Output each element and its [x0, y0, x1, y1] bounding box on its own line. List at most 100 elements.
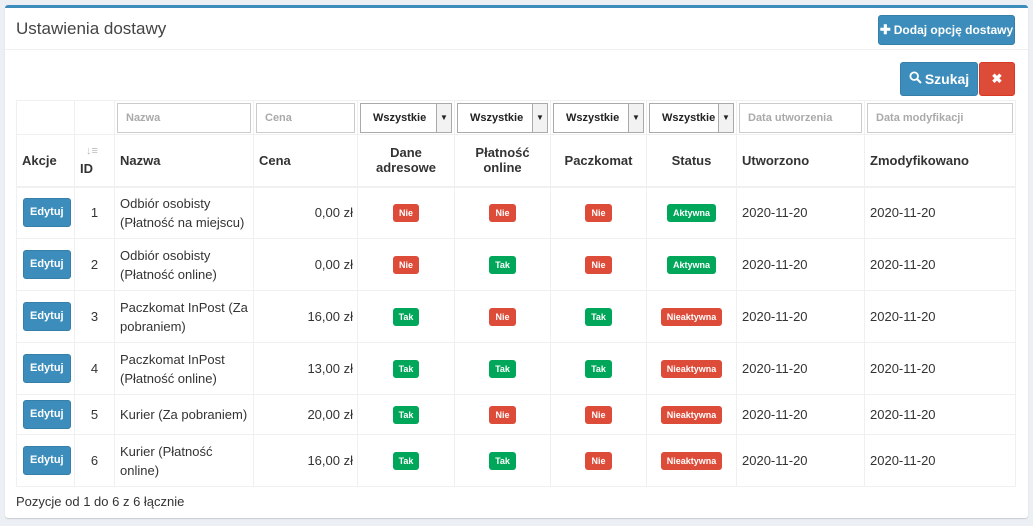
search-icon [909, 71, 922, 87]
online-payment-filter-select[interactable]: Wszystkie ▼ [457, 102, 548, 133]
id-cell: 5 [74, 394, 115, 435]
status-badge: Nieaktywna [660, 451, 723, 470]
table-row: Edytuj 1 Odbiór osobisty (Płatność na miej… [16, 186, 1016, 239]
parcel-locker-badge: Tak [585, 307, 612, 326]
modified-cell: 2020-11-20 [864, 394, 1016, 435]
status-filter-select[interactable]: Wszystkie ▼ [649, 102, 734, 133]
column-header-address-data-line1: Dane [390, 145, 422, 161]
edit-button[interactable]: Edytuj [23, 446, 71, 475]
online-payment-cell: Tak [454, 238, 551, 291]
column-header-address-data[interactable]: Dane adresowe [357, 134, 455, 188]
panel-header: Ustawienia dostawy ✚ Dodaj opcję dostawy [5, 8, 1028, 50]
online-payment-badge: Nie [489, 203, 516, 222]
address-data-cell: Tak [357, 434, 455, 487]
modified-cell: 2020-11-20 [864, 434, 1016, 487]
online-payment-badge: Tak [489, 359, 516, 378]
edit-button[interactable]: Edytuj [23, 250, 71, 279]
column-header-online-payment[interactable]: Płatność online [454, 134, 551, 188]
created-cell: 2020-11-20 [736, 394, 865, 435]
address-data-badge: Tak [392, 405, 420, 424]
edit-button[interactable]: Edytuj [23, 400, 71, 429]
name-filter-input[interactable] [117, 102, 251, 133]
column-header-id[interactable]: ↓≡ ID [74, 134, 115, 188]
status-badge: Nieaktywna [660, 359, 723, 378]
column-header-price[interactable]: Cena [253, 134, 358, 188]
online-payment-badge: Tak [489, 255, 516, 274]
parcel-locker-cell: Nie [550, 434, 647, 487]
chevron-down-icon: ▼ [718, 103, 733, 132]
created-date-filter-input[interactable] [739, 102, 862, 133]
column-header-modified[interactable]: Zmodyfikowano [864, 134, 1016, 188]
name-cell: Paczkomat InPost (Za pobraniem) [114, 290, 254, 343]
price-cell: 16,00 zł [253, 290, 358, 343]
status-badge: Aktywna [666, 203, 716, 222]
created-cell: 2020-11-20 [736, 342, 865, 395]
chevron-down-icon: ▼ [436, 103, 451, 132]
add-delivery-option-button[interactable]: ✚ Dodaj opcję dostawy [878, 15, 1015, 45]
actions-cell: Edytuj [16, 394, 75, 435]
price-cell: 0,00 zł [253, 238, 358, 291]
name-cell: Odbiór osobisty (Płatność online) [114, 238, 254, 291]
address-data-filter-value: Wszystkie [373, 111, 427, 124]
column-header-online-payment-line2: online [483, 160, 522, 176]
plus-icon: ✚ [879, 22, 891, 37]
status-cell: Nieaktywna [646, 342, 737, 395]
column-header-created[interactable]: Utworzono [736, 134, 865, 188]
chevron-down-icon: ▼ [532, 103, 547, 132]
parcel-locker-badge: Nie [585, 451, 612, 470]
column-header-parcel-locker[interactable]: Paczkomat [550, 134, 647, 188]
address-data-cell: Nie [357, 238, 455, 291]
modified-cell: 2020-11-20 [864, 342, 1016, 395]
status-filter-value: Wszystkie [662, 111, 716, 124]
parcel-locker-badge: Nie [585, 255, 612, 274]
created-cell: 2020-11-20 [736, 290, 865, 343]
created-cell: 2020-11-20 [736, 238, 865, 291]
table-row: Edytuj 5 Kurier (Za pobraniem) 20,00 zł Tak N… [16, 394, 1016, 435]
column-header-name[interactable]: Nazwa [114, 134, 254, 188]
filter-cell-empty [16, 100, 75, 135]
name-cell: Odbiór osobisty (Płatność na miejscu) [114, 186, 254, 239]
filter-row: Wszystkie▼ Wszystkie▼ Wszystkie▼ Wszystk… [16, 100, 1016, 135]
status-cell: Aktywna [646, 238, 737, 291]
table-row: Edytuj 2 Odbiór osobisty (Płatność online)… [16, 238, 1016, 291]
price-cell: 20,00 zł [253, 394, 358, 435]
online-payment-badge: Tak [489, 451, 516, 470]
table-row: Edytuj 6 Kurier (Płatność online) 16,00 zł T… [16, 434, 1016, 487]
parcel-locker-badge: Nie [585, 203, 612, 222]
parcel-locker-filter-value: Wszystkie [566, 111, 620, 124]
parcel-locker-filter-select[interactable]: Wszystkie ▼ [553, 102, 644, 133]
modified-date-filter-input[interactable] [867, 102, 1013, 133]
search-button[interactable]: Szukaj [900, 62, 978, 96]
delivery-settings-panel: Ustawienia dostawy ✚ Dodaj opcję dostawy… [5, 5, 1028, 518]
parcel-locker-badge: Tak [585, 359, 612, 378]
created-cell: 2020-11-20 [736, 434, 865, 487]
address-data-badge: Nie [392, 203, 419, 222]
address-data-cell: Tak [357, 394, 455, 435]
edit-button[interactable]: Edytuj [23, 354, 71, 383]
actions-cell: Edytuj [16, 342, 75, 395]
search-label: Szukaj [924, 71, 970, 87]
edit-button[interactable]: Edytuj [23, 198, 71, 228]
online-payment-cell: Tak [454, 342, 551, 395]
online-payment-cell: Nie [454, 290, 551, 343]
column-header-id-label: ID [80, 160, 93, 176]
address-data-cell: Tak [357, 342, 455, 395]
created-cell: 2020-11-20 [736, 186, 865, 239]
status-badge: Aktywna [666, 255, 716, 274]
price-cell: 13,00 zł [253, 342, 358, 395]
clear-filters-button[interactable]: ✖ [979, 62, 1015, 96]
name-cell: Paczkomat InPost (Płatność online) [114, 342, 254, 395]
column-header-status[interactable]: Status [646, 134, 737, 188]
online-payment-cell: Tak [454, 434, 551, 487]
online-payment-badge: Nie [489, 405, 516, 424]
price-filter-input[interactable] [256, 102, 355, 133]
actions-cell: Edytuj [16, 434, 75, 487]
actions-cell: Edytuj [16, 186, 75, 239]
id-cell: 1 [74, 186, 115, 239]
table-row: Edytuj 3 Paczkomat InPost (Za pobraniem) 16… [16, 290, 1016, 343]
online-payment-cell: Nie [454, 394, 551, 435]
edit-button[interactable]: Edytuj [23, 302, 71, 331]
address-data-filter-select[interactable]: Wszystkie ▼ [360, 102, 452, 133]
online-payment-badge: Nie [489, 307, 516, 326]
price-cell: 16,00 zł [253, 434, 358, 487]
